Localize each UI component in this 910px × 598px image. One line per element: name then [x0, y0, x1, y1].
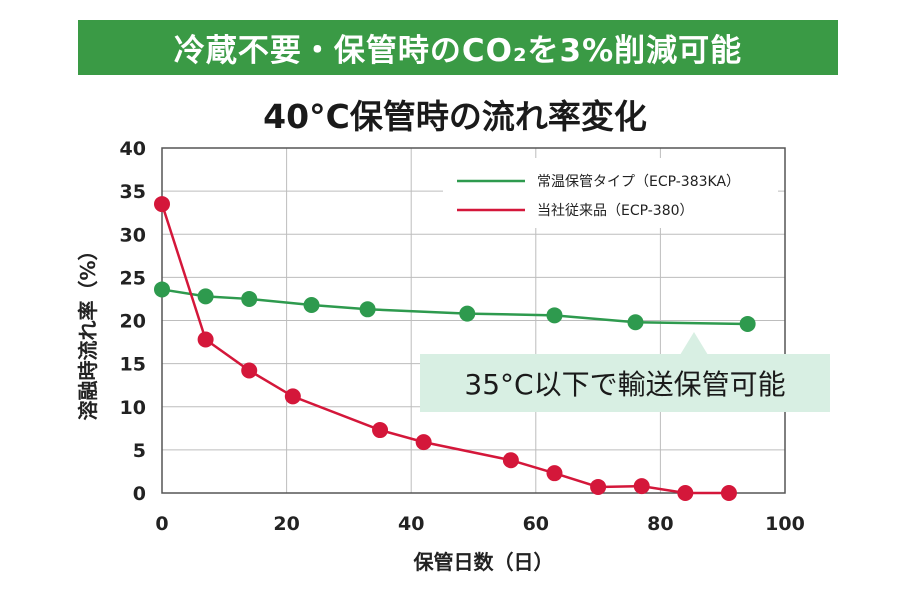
data-point: [627, 314, 644, 331]
x-tick-label: 20: [273, 513, 299, 535]
legend-label: 常温保管タイプ（ECP-383KA）: [537, 174, 740, 190]
data-point: [720, 485, 737, 501]
x-tick-label: 0: [155, 513, 168, 535]
legend: 常温保管タイプ（ECP-383KA） 当社従来品（ECP-380）: [443, 158, 778, 228]
callout-text: 35°C以下で輸送保管可能: [464, 368, 785, 401]
data-point: [502, 452, 519, 469]
annotation-callout: 35°C以下で輸送保管可能: [420, 332, 830, 412]
x-tick-label: 60: [523, 513, 549, 535]
plot-frame: [161, 147, 786, 494]
callout-box: [420, 354, 830, 412]
data-point: [590, 478, 607, 495]
data-point: [372, 422, 389, 439]
data-point: [739, 315, 756, 332]
series-lines: [154, 196, 756, 501]
data-point: [459, 305, 476, 322]
data-point: [241, 362, 258, 379]
x-tick-label: 80: [647, 513, 673, 535]
data-point: [241, 290, 258, 307]
x-tick-label: 100: [765, 513, 805, 535]
legend-box: [443, 158, 778, 228]
data-point: [197, 288, 214, 305]
data-point: [633, 478, 650, 495]
callout-pointer: [680, 332, 708, 355]
axes: [161, 147, 786, 494]
y-tick-label: 35: [120, 181, 146, 203]
y-tick-label: 25: [120, 267, 146, 289]
y-axis-label: 溶融時流れ率（%）: [76, 240, 100, 420]
data-point: [546, 465, 563, 482]
data-point: [154, 196, 170, 213]
y-tick-label: 30: [120, 224, 146, 246]
chart-title: 40°C保管時の流れ率変化: [263, 97, 647, 136]
y-tick-label: 5: [133, 440, 146, 462]
data-point: [677, 485, 694, 501]
legend-label: 当社従来品（ECP-380）: [537, 203, 694, 219]
data-point: [197, 331, 214, 348]
x-axis-label: 保管日数（日）: [413, 550, 554, 574]
headline-banner: 冷蔵不要・保管時のCO₂を3%削減可能: [78, 20, 838, 75]
data-point: [359, 301, 376, 318]
data-point: [303, 296, 320, 313]
y-tick-label: 15: [120, 354, 146, 376]
y-tick-label: 40: [120, 138, 146, 160]
tick-labels: 0 20 40 60 80 100 0 5 10 15 20 25 30 35 40: [120, 138, 805, 535]
y-tick-label: 20: [120, 311, 146, 333]
x-tick-label: 40: [398, 513, 424, 535]
data-point: [284, 388, 301, 405]
y-tick-label: 10: [120, 397, 146, 419]
data-point: [546, 307, 563, 324]
data-point: [415, 434, 432, 451]
y-tick-label: 0: [133, 483, 146, 505]
data-point: [154, 281, 170, 298]
